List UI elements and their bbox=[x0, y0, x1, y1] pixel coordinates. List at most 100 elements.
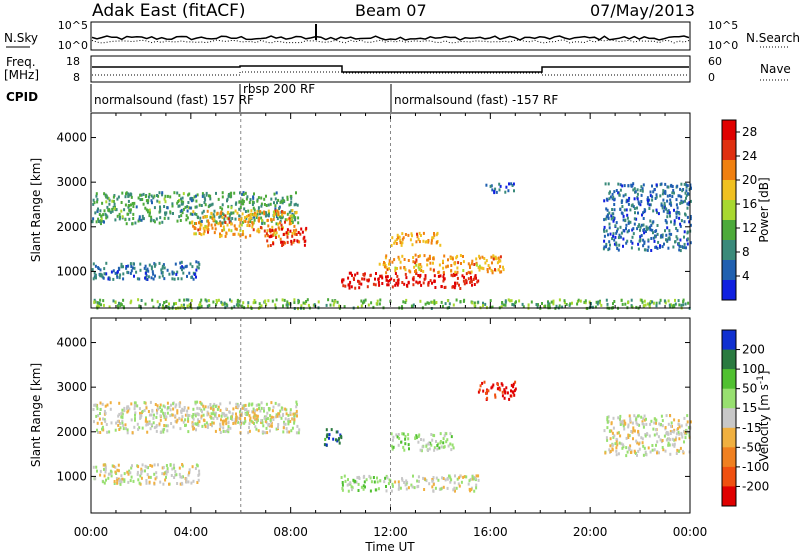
data-cell bbox=[244, 417, 246, 420]
data-cell bbox=[180, 418, 183, 422]
data-cell bbox=[627, 220, 630, 224]
data-cell bbox=[412, 474, 414, 478]
data-cell bbox=[367, 279, 370, 283]
colorbar-tick-label: 4 bbox=[742, 269, 750, 283]
data-cell bbox=[159, 205, 161, 209]
data-cell bbox=[144, 419, 147, 423]
data-cell bbox=[178, 416, 181, 420]
nsky-trace bbox=[91, 24, 690, 44]
data-cell bbox=[267, 234, 269, 238]
data-cell bbox=[433, 274, 436, 278]
data-cell bbox=[468, 264, 471, 268]
data-cell bbox=[171, 467, 174, 471]
data-cell bbox=[597, 300, 600, 304]
data-cell bbox=[129, 262, 132, 266]
data-cell bbox=[613, 216, 616, 220]
data-cell bbox=[518, 299, 521, 303]
data-cell bbox=[161, 191, 164, 195]
data-cell bbox=[121, 419, 124, 423]
data-cell bbox=[195, 422, 198, 426]
data-cell bbox=[188, 271, 191, 275]
data-cell bbox=[141, 426, 144, 430]
data-cell bbox=[106, 430, 109, 434]
data-cell bbox=[142, 216, 145, 220]
data-cell bbox=[632, 205, 635, 209]
x-axis-label: Time UT bbox=[364, 540, 415, 554]
data-cell bbox=[643, 446, 646, 450]
data-cell bbox=[450, 448, 453, 452]
data-cell bbox=[260, 401, 263, 405]
data-cell bbox=[385, 271, 388, 275]
colorbar-swatch bbox=[722, 140, 736, 161]
data-cell bbox=[156, 411, 159, 415]
data-cell bbox=[261, 218, 263, 222]
data-cell bbox=[356, 476, 359, 480]
data-cell bbox=[615, 241, 618, 245]
data-cell bbox=[332, 437, 335, 441]
data-cell bbox=[661, 424, 664, 428]
data-cell bbox=[558, 298, 561, 302]
data-cell bbox=[482, 267, 485, 271]
data-cell bbox=[155, 471, 158, 475]
data-cell bbox=[415, 436, 418, 440]
data-cell bbox=[666, 210, 669, 213]
data-cell bbox=[404, 233, 407, 236]
nsky-label: N.Sky bbox=[4, 31, 38, 45]
data-cell bbox=[667, 237, 670, 241]
data-cell bbox=[99, 274, 102, 278]
data-cell bbox=[617, 182, 620, 186]
data-cell bbox=[197, 261, 200, 265]
data-cell bbox=[111, 464, 114, 468]
data-cell bbox=[686, 184, 689, 188]
data-cell bbox=[670, 183, 673, 187]
data-cell bbox=[293, 224, 296, 228]
data-cell bbox=[475, 474, 478, 478]
power-data-layer bbox=[91, 182, 692, 311]
data-cell bbox=[151, 270, 154, 274]
data-cell bbox=[355, 480, 358, 484]
data-cell bbox=[369, 489, 372, 493]
data-cell bbox=[246, 411, 249, 415]
data-cell bbox=[287, 420, 290, 424]
data-cell bbox=[128, 407, 131, 411]
data-cell bbox=[431, 281, 433, 285]
data-cell bbox=[268, 422, 271, 426]
data-cell bbox=[372, 282, 375, 286]
data-cell bbox=[251, 410, 254, 414]
data-cell bbox=[209, 215, 212, 219]
data-cell bbox=[249, 416, 252, 420]
data-cell bbox=[165, 300, 168, 303]
data-cell bbox=[122, 272, 125, 276]
data-cell bbox=[291, 232, 294, 235]
data-cell bbox=[434, 286, 437, 289]
data-cell bbox=[286, 303, 289, 307]
data-cell bbox=[683, 220, 686, 224]
data-cell bbox=[649, 190, 652, 194]
data-cell bbox=[204, 203, 207, 207]
data-cell bbox=[92, 202, 95, 206]
data-cell bbox=[92, 465, 95, 469]
data-cell bbox=[197, 423, 200, 427]
data-cell bbox=[114, 218, 117, 222]
data-cell bbox=[292, 240, 295, 244]
data-cell bbox=[338, 304, 341, 308]
data-cell bbox=[664, 189, 667, 193]
data-cell bbox=[344, 284, 347, 288]
data-cell bbox=[661, 245, 664, 249]
data-cell bbox=[437, 478, 440, 482]
data-cell bbox=[389, 279, 391, 282]
data-cell bbox=[663, 202, 666, 205]
data-cell bbox=[637, 442, 640, 446]
data-cell bbox=[686, 420, 689, 424]
data-cell bbox=[162, 413, 165, 417]
data-cell bbox=[368, 474, 371, 478]
data-cell bbox=[182, 305, 185, 309]
data-cell bbox=[200, 233, 203, 237]
data-cell bbox=[594, 305, 597, 309]
data-cell bbox=[447, 444, 450, 448]
data-cell bbox=[277, 425, 279, 429]
data-cell bbox=[280, 406, 283, 410]
data-cell bbox=[347, 276, 350, 280]
data-cell bbox=[642, 228, 645, 232]
data-cell bbox=[479, 384, 482, 388]
